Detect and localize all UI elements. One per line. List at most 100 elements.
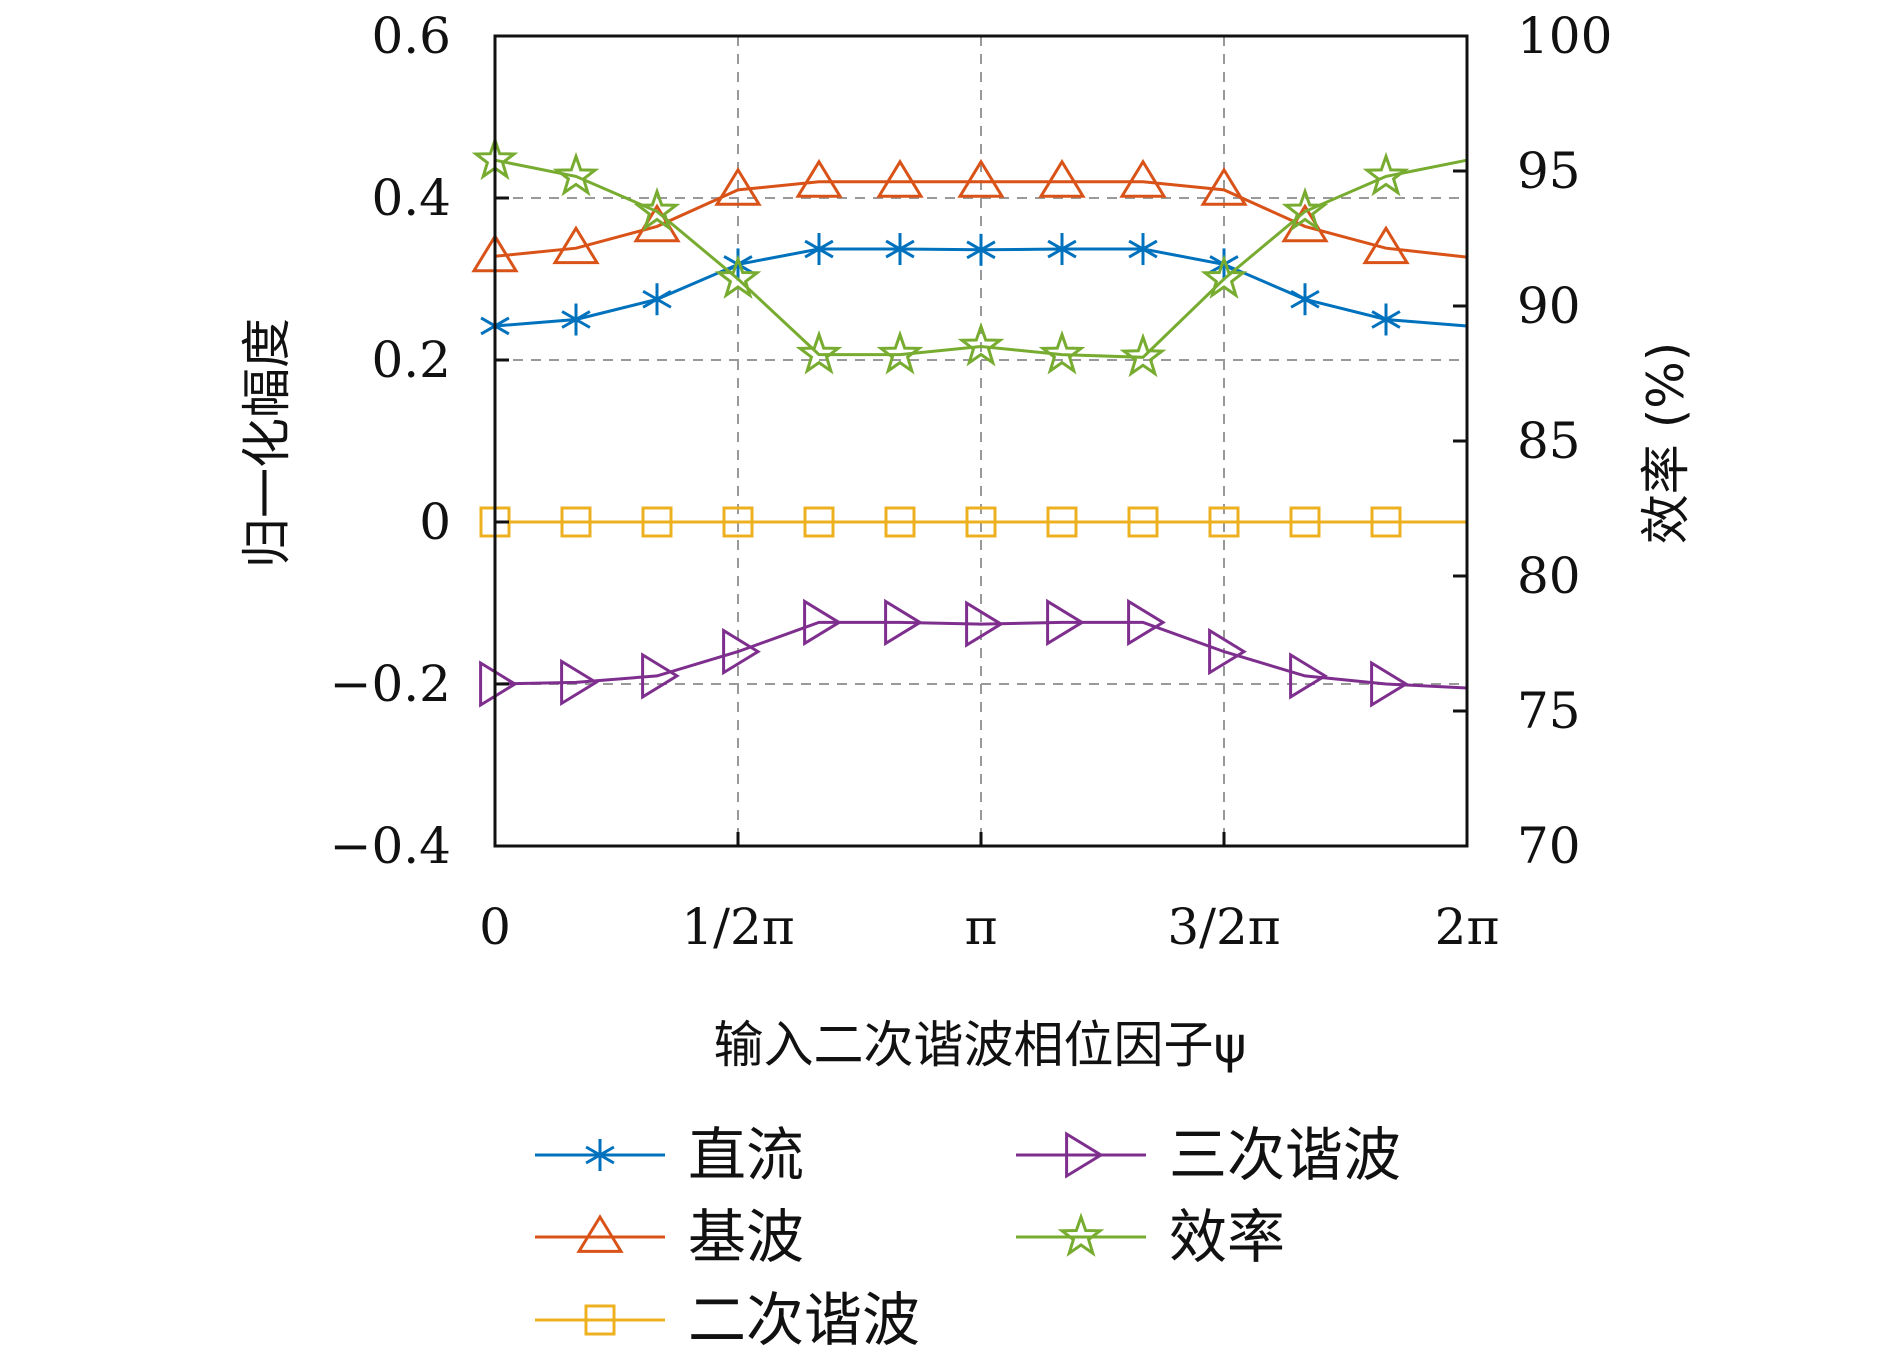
y-left-tick-label: 0: [419, 493, 451, 551]
legend-entry: 三次谐波: [1016, 1121, 1401, 1189]
y-left-tick-label: 0.4: [371, 169, 451, 227]
data-point: [1038, 330, 1086, 375]
grid: [495, 36, 1467, 846]
data-point: [560, 658, 599, 707]
data-point: [1362, 151, 1410, 197]
data-point: [641, 652, 680, 700]
legend-entry: 基波: [535, 1203, 804, 1271]
data-point: [1289, 506, 1321, 538]
y-axis-left-title: 归一化幅度: [238, 318, 296, 568]
data-point: [561, 303, 591, 336]
data-point: [641, 506, 673, 538]
data-point: [1128, 233, 1158, 266]
data-point: [1046, 598, 1085, 647]
legend-marker: [576, 1214, 624, 1253]
data-point: [560, 506, 592, 538]
y-right-tick-label: 75: [1517, 682, 1581, 740]
data-point: [1200, 167, 1248, 206]
data-point: [1208, 506, 1240, 538]
data-point: [1127, 506, 1159, 538]
y-right-tick-label: 80: [1517, 547, 1581, 605]
data-point: [804, 233, 834, 266]
y-right-tick-label: 85: [1517, 412, 1581, 470]
series-2: [479, 506, 1467, 538]
ticks: 0 1/2π π 3/2π 2π 0.6 0.4 0.2 0 −0.2 −0.4 100 95 90 85 8…: [330, 7, 1613, 956]
series-0: [480, 233, 1468, 342]
data-point: [723, 248, 753, 281]
legend-marker: [1065, 1131, 1104, 1179]
series-line: [494, 158, 1468, 359]
data-point: [722, 506, 754, 538]
data-point: [1119, 158, 1167, 198]
legend-entry: 二次谐波: [535, 1286, 920, 1351]
x-tick-label: 2π: [1435, 898, 1500, 956]
legend-marker: [584, 1304, 616, 1336]
x-tick-label: 0: [479, 898, 511, 956]
data-point: [884, 506, 916, 538]
data-point: [1047, 233, 1077, 266]
data-point: [876, 158, 924, 198]
x-axis-title: 输入二次谐波相位因子ψ: [714, 1016, 1247, 1074]
data-point: [552, 151, 600, 197]
data-point: [1371, 303, 1401, 336]
data-point: [1200, 254, 1248, 299]
data-point: [884, 598, 923, 647]
y-right-tick-label: 90: [1517, 277, 1581, 335]
legend-label: 直流: [688, 1121, 804, 1189]
data-point: [1038, 158, 1086, 198]
data-point: [1362, 225, 1410, 265]
data-point: [966, 233, 996, 266]
series-layer: [471, 135, 1468, 708]
series-3: [479, 598, 1468, 708]
series-1: [471, 158, 1468, 273]
y-left-tick-label: −0.4: [330, 817, 451, 875]
y-right-tick-label: 100: [1517, 7, 1612, 65]
data-point: [965, 600, 1004, 648]
data-point: [633, 186, 681, 232]
legend-marker: [1057, 1212, 1105, 1257]
y-right-tick-label: 70: [1517, 817, 1581, 875]
data-point: [1119, 332, 1167, 378]
x-tick-label: 3/2π: [1167, 898, 1280, 956]
data-point: [1209, 248, 1239, 281]
data-point: [795, 330, 843, 375]
x-tick-label: π: [965, 898, 998, 956]
legend-entry: 效率: [1016, 1203, 1285, 1271]
legend-entry: 直流: [535, 1121, 804, 1189]
data-point: [885, 233, 915, 266]
data-point: [1208, 627, 1247, 676]
data-point: [957, 321, 1005, 367]
y-left-tick-label: 0.6: [371, 7, 451, 65]
data-point: [722, 627, 761, 676]
data-point: [1046, 506, 1078, 538]
data-point: [876, 330, 924, 375]
data-point: [642, 283, 672, 316]
legend-label: 二次谐波: [688, 1286, 920, 1351]
data-point: [714, 167, 762, 206]
y-left-tick-label: −0.2: [330, 655, 451, 713]
data-point: [1290, 283, 1320, 316]
y-left-tick-label: 0.2: [371, 331, 451, 389]
y-axis-right-title: 效率 (%): [1637, 342, 1695, 544]
legend-label: 三次谐波: [1169, 1121, 1401, 1189]
data-point: [552, 225, 600, 265]
series-4: [471, 135, 1468, 378]
x-tick-label: 1/2π: [681, 898, 794, 956]
data-point: [1127, 598, 1166, 647]
legend-label: 效率: [1169, 1203, 1285, 1271]
data-point: [1281, 186, 1329, 232]
data-point: [965, 506, 997, 538]
data-point: [795, 158, 843, 198]
data-point: [1289, 652, 1328, 700]
legend-label: 基波: [688, 1203, 804, 1271]
data-point: [803, 506, 835, 538]
series-line: [494, 620, 1468, 690]
data-point: [714, 254, 762, 299]
y-right-tick-label: 95: [1517, 142, 1581, 200]
data-point: [1370, 506, 1402, 538]
data-point: [957, 158, 1005, 198]
series-line: [494, 180, 1468, 259]
data-point: [803, 598, 842, 647]
